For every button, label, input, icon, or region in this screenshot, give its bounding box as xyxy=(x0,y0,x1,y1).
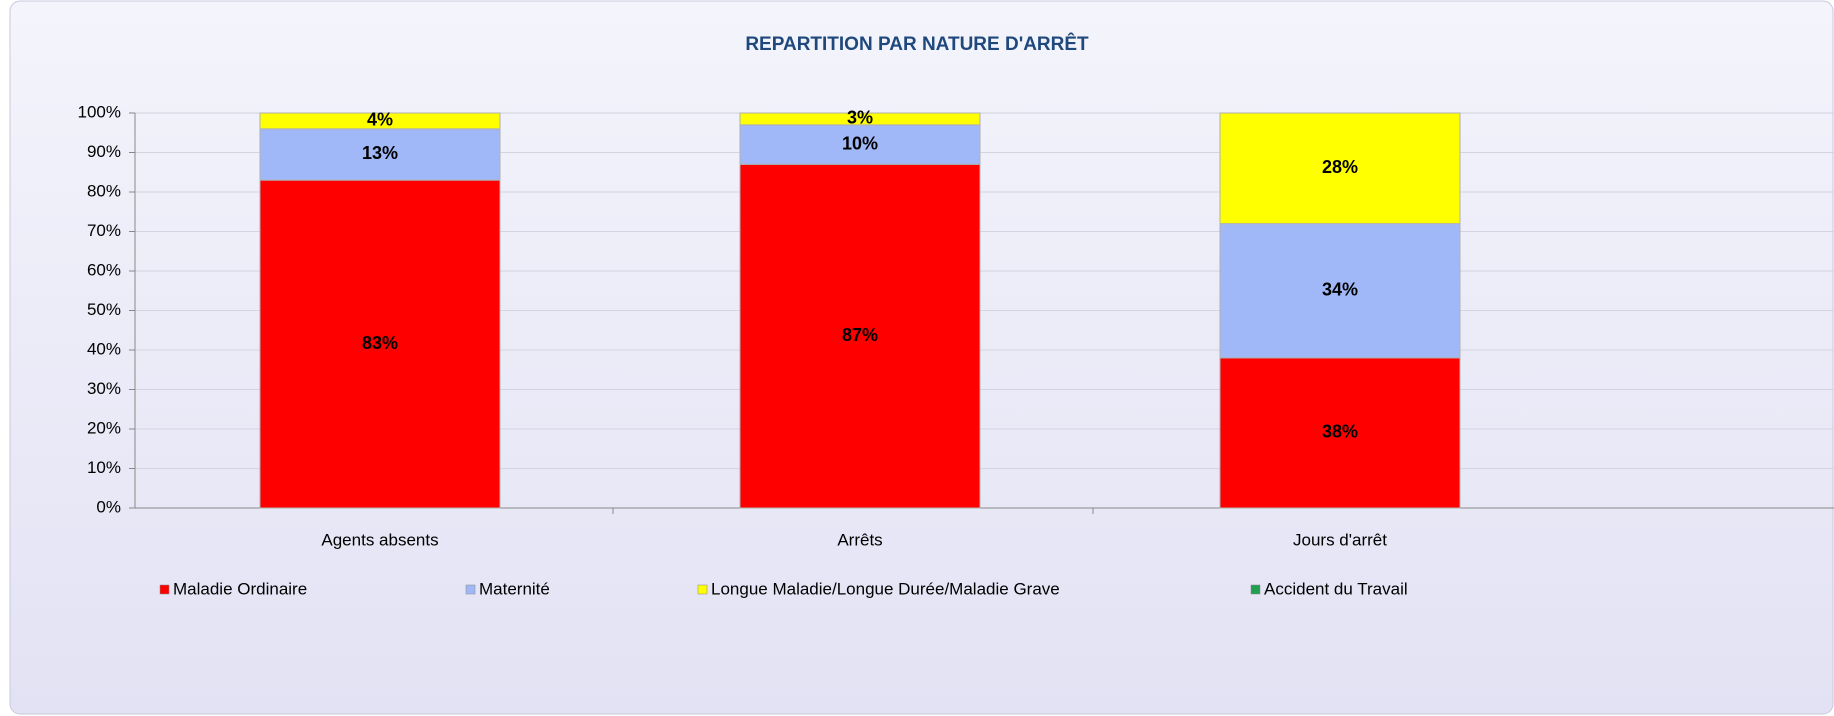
y-tick-label: 50% xyxy=(87,300,121,319)
x-tick-label: Agents absents xyxy=(321,530,438,549)
y-tick-label: 90% xyxy=(87,142,121,161)
legend-label: Longue Maladie/Longue Durée/Maladie Grav… xyxy=(711,579,1060,598)
y-tick-label: 40% xyxy=(87,339,121,358)
data-label: 10% xyxy=(842,133,878,153)
y-tick-label: 60% xyxy=(87,260,121,279)
data-label: 3% xyxy=(847,108,873,128)
legend-label: Maladie Ordinaire xyxy=(173,579,307,598)
y-tick-label: 70% xyxy=(87,221,121,240)
bar-segment xyxy=(739,112,981,126)
legend-label: Accident du Travail xyxy=(1264,579,1408,598)
legend-swatch xyxy=(1250,584,1261,595)
x-tick-label: Arrêts xyxy=(837,530,882,549)
bar-segment xyxy=(1219,357,1461,509)
y-tick-label: 80% xyxy=(87,181,121,200)
y-tick-label: 10% xyxy=(87,458,121,477)
data-label: 87% xyxy=(842,325,878,345)
data-label: 83% xyxy=(362,333,398,353)
y-tick-label: 30% xyxy=(87,379,121,398)
data-label: 13% xyxy=(362,143,398,163)
data-label: 4% xyxy=(367,110,393,130)
bar-segment xyxy=(259,179,501,509)
bar-segment xyxy=(1219,223,1461,359)
legend-swatch xyxy=(697,584,708,595)
y-tick-label: 20% xyxy=(87,418,121,437)
legend-swatch xyxy=(465,584,476,595)
bar-segment xyxy=(739,124,981,165)
bar-segment xyxy=(1219,112,1461,225)
data-label: 38% xyxy=(1322,422,1358,442)
y-tick-label: 0% xyxy=(96,497,121,516)
bar-segment xyxy=(259,112,501,130)
bar-segment xyxy=(259,128,501,181)
y-tick-label: 100% xyxy=(78,102,121,121)
data-label: 28% xyxy=(1322,157,1358,177)
legend-swatch xyxy=(159,584,170,595)
bar-segment xyxy=(739,163,981,509)
data-label: 34% xyxy=(1322,280,1358,300)
chart-title: REPARTITION PAR NATURE D'ARRÊT xyxy=(745,33,1089,55)
x-tick-label: Jours d'arrêt xyxy=(1293,530,1387,549)
legend-label: Maternité xyxy=(479,579,550,598)
